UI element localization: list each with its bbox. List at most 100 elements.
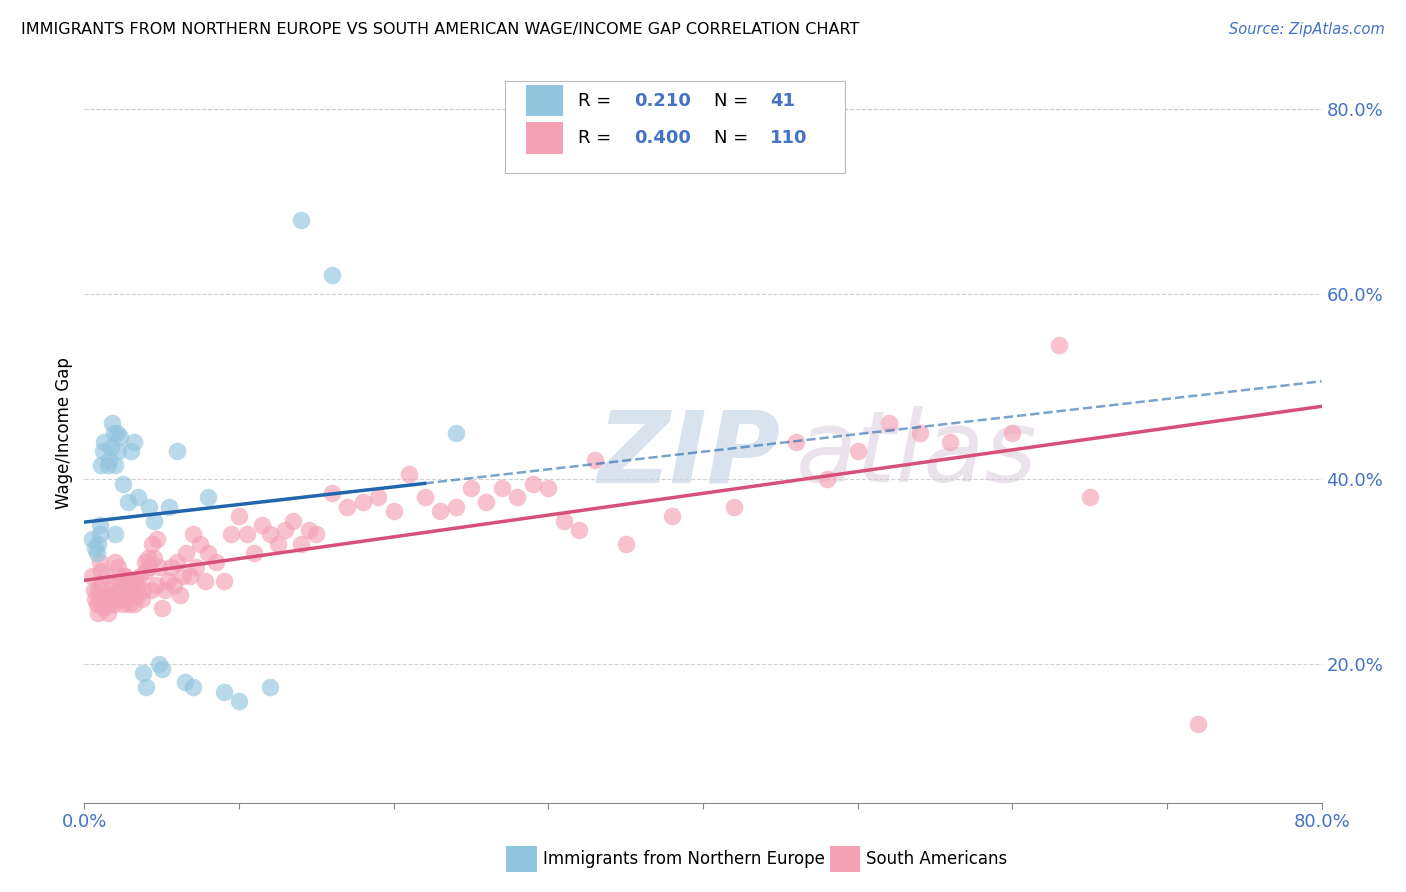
Point bbox=[122, 597, 145, 611]
Point bbox=[491, 481, 513, 495]
Point bbox=[661, 508, 683, 523]
Point bbox=[112, 597, 135, 611]
Point bbox=[305, 527, 328, 541]
Text: IMMIGRANTS FROM NORTHERN EUROPE VS SOUTH AMERICAN WAGE/INCOME GAP CORRELATION CH: IMMIGRANTS FROM NORTHERN EUROPE VS SOUTH… bbox=[21, 22, 859, 37]
Point bbox=[83, 582, 105, 597]
Point bbox=[94, 569, 117, 583]
Point bbox=[172, 569, 194, 583]
Text: N =: N = bbox=[714, 92, 748, 110]
FancyBboxPatch shape bbox=[505, 81, 845, 173]
Point bbox=[197, 546, 219, 560]
Point bbox=[181, 527, 204, 541]
Point bbox=[429, 504, 451, 518]
Text: 0.400: 0.400 bbox=[634, 129, 690, 147]
Point bbox=[290, 536, 312, 550]
Point bbox=[413, 491, 436, 505]
Point bbox=[87, 582, 110, 597]
Point bbox=[107, 444, 129, 458]
Text: atlas: atlas bbox=[796, 407, 1038, 503]
Point bbox=[274, 523, 297, 537]
Point bbox=[877, 417, 900, 431]
Point bbox=[86, 597, 108, 611]
Point bbox=[815, 472, 838, 486]
Point bbox=[105, 582, 128, 597]
Point bbox=[112, 476, 135, 491]
Point bbox=[321, 268, 343, 283]
Point bbox=[1187, 717, 1209, 731]
Point bbox=[90, 565, 112, 579]
Point bbox=[89, 592, 111, 607]
Point bbox=[184, 559, 207, 574]
Point bbox=[89, 518, 111, 533]
Point bbox=[107, 559, 129, 574]
Point bbox=[89, 555, 111, 569]
Point bbox=[846, 444, 869, 458]
Text: N =: N = bbox=[714, 129, 748, 147]
Point bbox=[166, 555, 188, 569]
Point bbox=[90, 458, 112, 472]
Point bbox=[120, 574, 142, 588]
Point bbox=[382, 504, 405, 518]
Point bbox=[148, 657, 170, 671]
Text: ZIP: ZIP bbox=[598, 407, 780, 503]
Point bbox=[336, 500, 359, 514]
Point bbox=[82, 569, 104, 583]
Point bbox=[135, 680, 157, 694]
Text: R =: R = bbox=[578, 129, 612, 147]
Point bbox=[163, 578, 186, 592]
Point bbox=[103, 425, 125, 440]
Point bbox=[134, 555, 156, 569]
Point bbox=[138, 559, 160, 574]
Point bbox=[583, 453, 606, 467]
Text: Source: ZipAtlas.com: Source: ZipAtlas.com bbox=[1229, 22, 1385, 37]
Point bbox=[460, 481, 482, 495]
Point bbox=[148, 559, 170, 574]
Point bbox=[143, 550, 166, 565]
Point bbox=[135, 565, 157, 579]
Point bbox=[297, 523, 319, 537]
Y-axis label: Wage/Income Gap: Wage/Income Gap bbox=[55, 357, 73, 508]
Point bbox=[138, 500, 160, 514]
Text: 110: 110 bbox=[770, 129, 807, 147]
Point bbox=[98, 597, 121, 611]
Point bbox=[228, 508, 250, 523]
Point bbox=[281, 514, 305, 528]
Point bbox=[84, 541, 107, 556]
Point bbox=[1001, 425, 1024, 440]
Point bbox=[908, 425, 931, 440]
Point bbox=[444, 425, 467, 440]
Point bbox=[110, 592, 132, 607]
Point bbox=[179, 569, 201, 583]
Point bbox=[212, 685, 235, 699]
Point bbox=[352, 495, 374, 509]
Point bbox=[89, 527, 111, 541]
Point bbox=[205, 555, 228, 569]
Point bbox=[166, 444, 188, 458]
Point bbox=[188, 536, 211, 550]
Point bbox=[121, 588, 143, 602]
Point bbox=[127, 588, 149, 602]
Point bbox=[243, 546, 266, 560]
Point bbox=[169, 588, 191, 602]
Text: 0.210: 0.210 bbox=[634, 92, 690, 110]
Point bbox=[153, 582, 176, 597]
Point bbox=[103, 597, 125, 611]
Point bbox=[96, 458, 118, 472]
Point bbox=[259, 527, 281, 541]
Point bbox=[115, 578, 138, 592]
Point bbox=[87, 536, 110, 550]
Point bbox=[250, 518, 273, 533]
Point bbox=[132, 666, 155, 681]
Text: R =: R = bbox=[578, 92, 612, 110]
Point bbox=[398, 467, 420, 482]
Point bbox=[104, 527, 127, 541]
Point bbox=[235, 527, 259, 541]
Point bbox=[1047, 337, 1070, 351]
Point bbox=[197, 491, 219, 505]
Point bbox=[90, 578, 112, 592]
Point bbox=[132, 582, 155, 597]
Point bbox=[321, 485, 343, 500]
Point bbox=[614, 536, 637, 550]
Point bbox=[117, 495, 139, 509]
Point bbox=[290, 212, 312, 227]
